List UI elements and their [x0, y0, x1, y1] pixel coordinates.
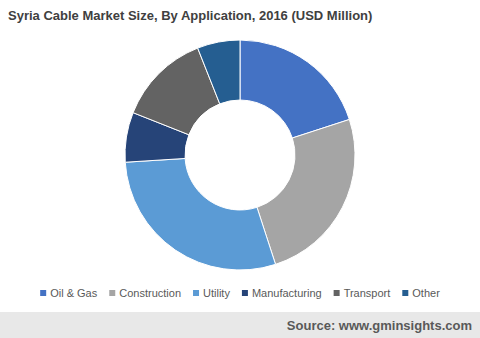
legend: Oil & Gas Construction Utility Manufacturin…: [40, 287, 440, 299]
legend-item: Construction: [109, 287, 181, 299]
legend-swatch: [402, 290, 408, 296]
legend-label: Other: [412, 287, 440, 299]
source: Source: www.gminsights.com: [287, 318, 472, 333]
legend-label: Oil & Gas: [50, 287, 98, 299]
legend-item: Manufacturing: [242, 287, 322, 299]
legend-swatch: [193, 290, 199, 296]
title: Syria Cable Market Size, By Application,…: [8, 8, 372, 23]
legend-item: Oil & Gas: [40, 287, 98, 299]
source-bar: [0, 312, 480, 338]
slice: [257, 119, 355, 264]
slice: [198, 40, 240, 104]
legend-label: Construction: [119, 287, 181, 299]
slices: [125, 40, 355, 270]
legend-swatch: [109, 290, 115, 296]
legend-label: Transport: [344, 287, 391, 299]
legend-label: Manufacturing: [252, 287, 322, 299]
legend-item: Transport: [334, 287, 391, 299]
legend-label: Utility: [203, 287, 230, 299]
legend-swatch: [40, 290, 46, 296]
slice: [240, 40, 349, 138]
legend-item: Utility: [193, 287, 230, 299]
legend-swatch: [334, 290, 340, 296]
legend-item: Other: [402, 287, 440, 299]
chart: Syria Cable Market Size, By Application,…: [0, 0, 480, 338]
legend-swatch: [242, 290, 248, 296]
slice: [125, 158, 275, 270]
